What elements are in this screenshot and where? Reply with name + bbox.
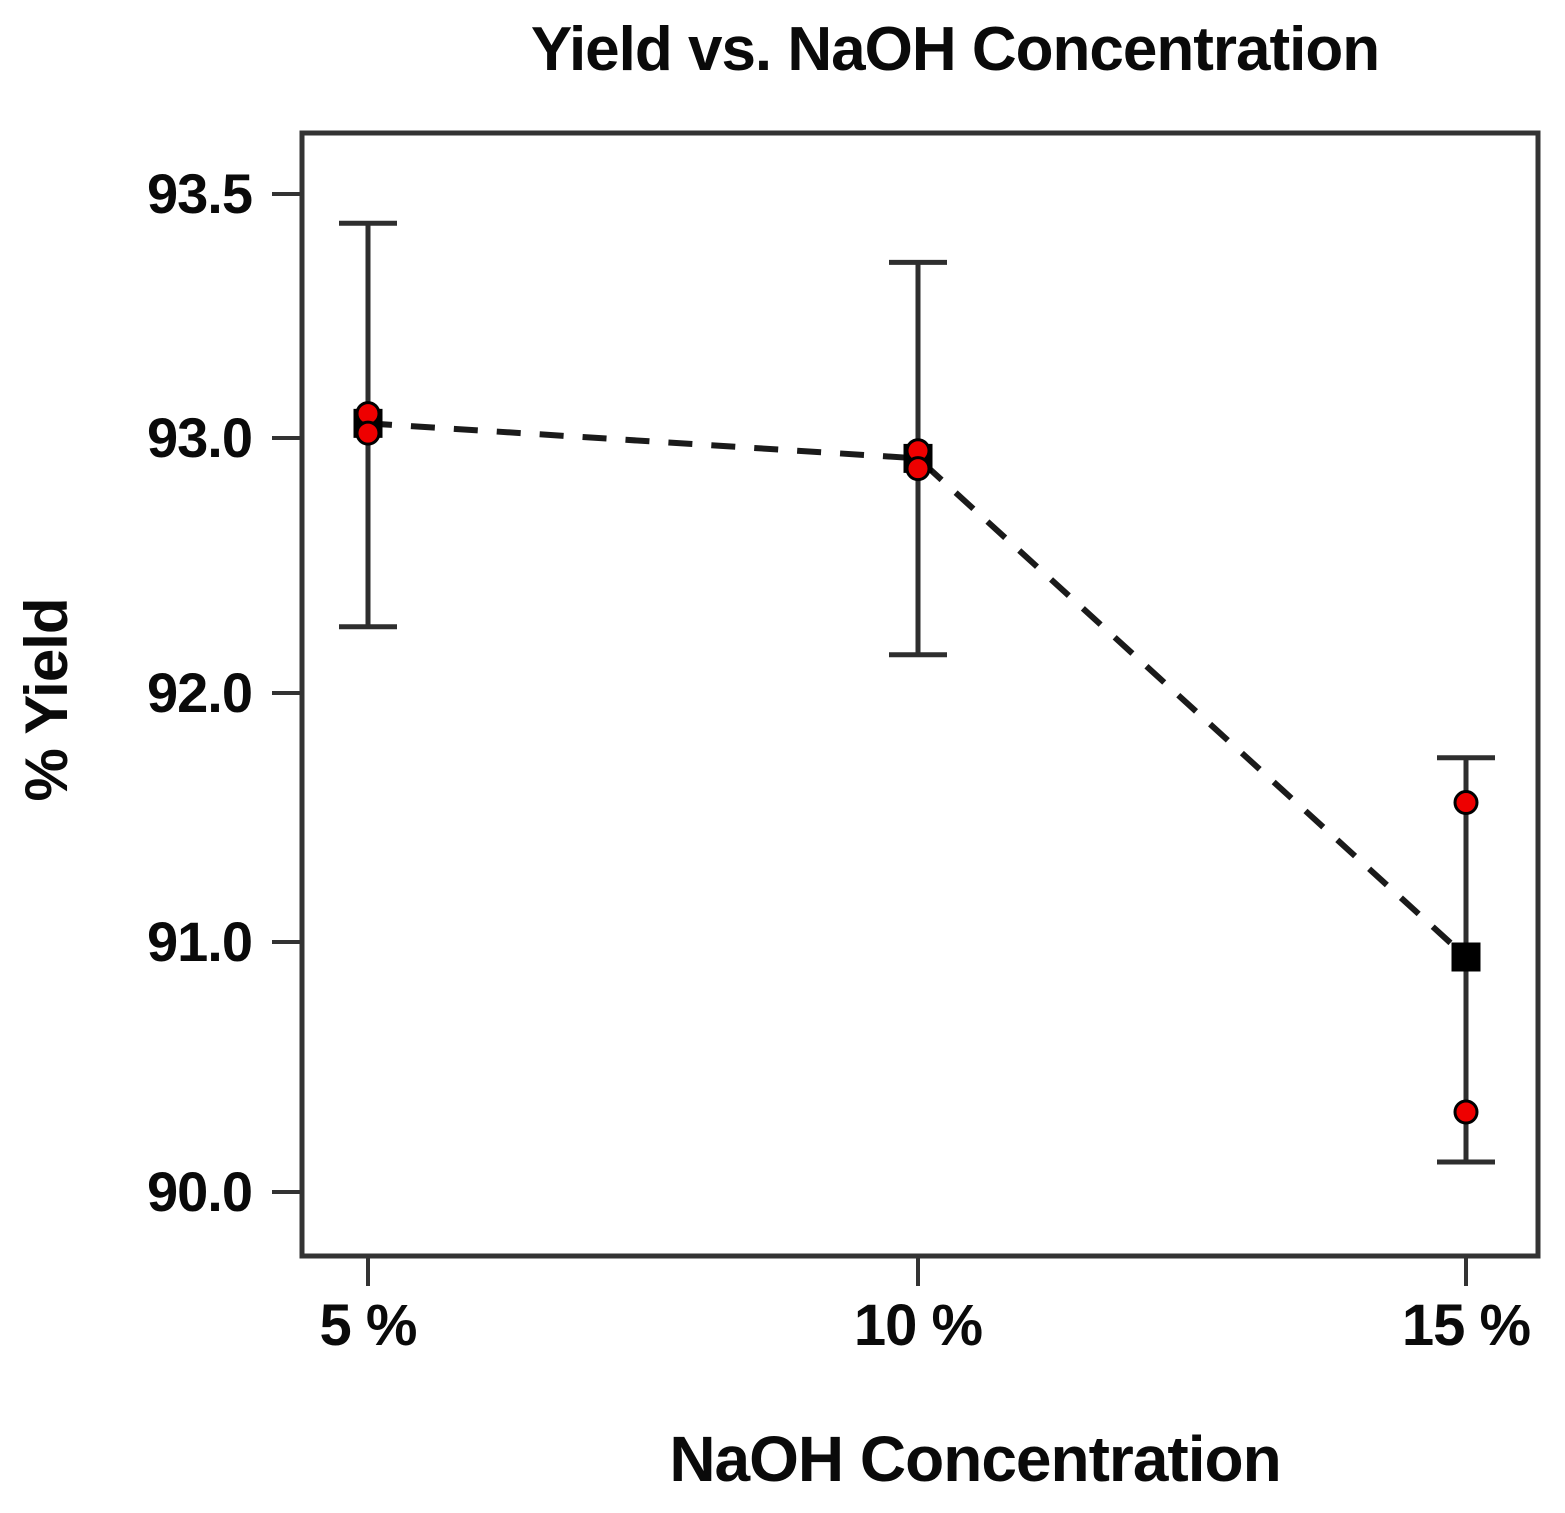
- x-tick-label: 15 %: [1401, 1293, 1531, 1358]
- y-tick-label: 93.0: [147, 406, 253, 469]
- mean-marker: [1451, 942, 1481, 972]
- y-tick-label: 92.0: [147, 661, 253, 724]
- y-axis-title: % Yield: [13, 598, 80, 802]
- data-point: [905, 456, 931, 482]
- y-tick-label: 93.5: [147, 162, 253, 225]
- data-point: [355, 420, 381, 446]
- chart-title: Yield vs. NaOH Concentration: [530, 15, 1380, 84]
- y-tick-label: 91.0: [147, 910, 253, 973]
- data-point: [1453, 790, 1479, 816]
- trend-line: [367, 420, 1469, 960]
- x-tick-label: 10 %: [853, 1293, 983, 1358]
- y-tick-label: 90.0: [147, 1160, 253, 1223]
- x-axis-title: NaOH Concentration: [669, 1423, 1281, 1495]
- x-tick-label: 5 %: [319, 1293, 418, 1358]
- data-point: [1453, 1099, 1479, 1125]
